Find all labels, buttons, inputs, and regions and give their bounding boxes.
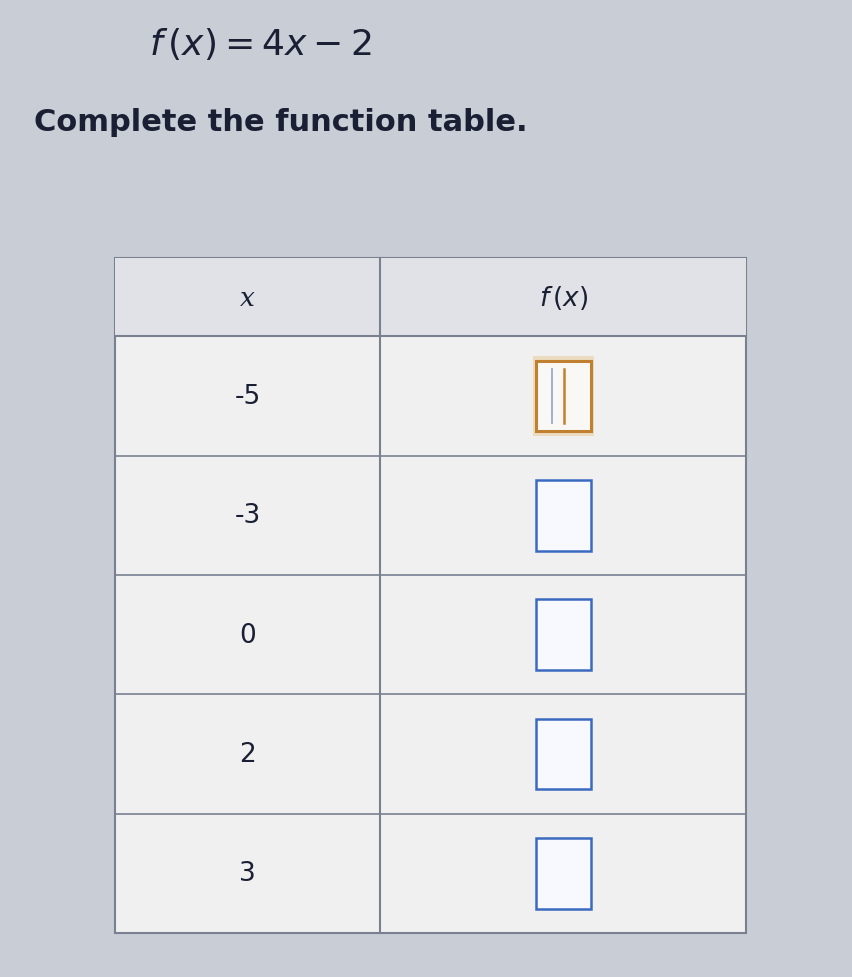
Bar [115, 259, 746, 933]
Text: Complete the function table.: Complete the function table. [34, 107, 527, 137]
Bar [532, 357, 593, 437]
Text: $f\,(x)$: $f\,(x)$ [538, 284, 587, 312]
Text: $f\,(x)=4x-2$: $f\,(x)=4x-2$ [149, 26, 371, 62]
Text: 2: 2 [239, 742, 256, 767]
Bar [535, 481, 590, 551]
Text: x: x [240, 285, 255, 311]
Text: 3: 3 [239, 861, 256, 886]
Bar [535, 361, 590, 432]
Bar [115, 259, 746, 337]
Bar [535, 600, 590, 670]
Text: -5: -5 [234, 384, 261, 409]
Text: 0: 0 [239, 622, 256, 648]
Bar [535, 719, 590, 789]
Text: -3: -3 [234, 503, 261, 529]
Bar [535, 838, 590, 909]
